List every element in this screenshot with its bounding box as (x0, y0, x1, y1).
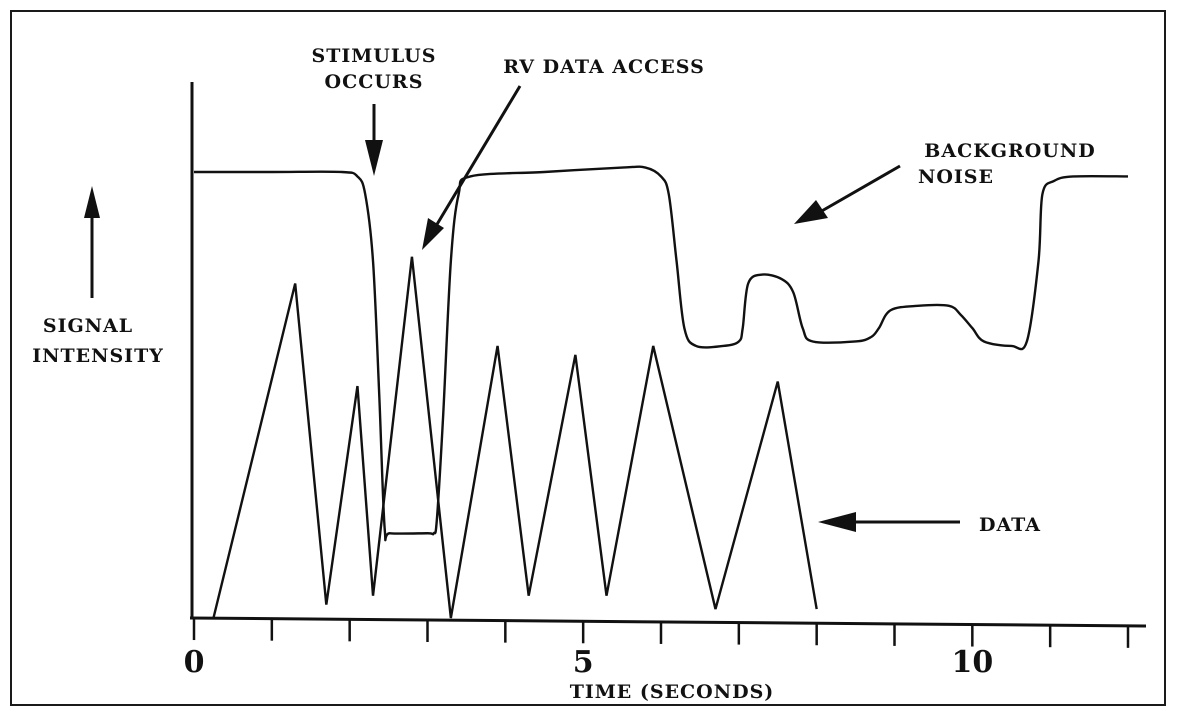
annotation-noise-arrow-head (794, 200, 828, 224)
y-axis-label-line2: INTENSITY (32, 345, 164, 367)
annotation-stimulus-line1: STIMULUS (312, 45, 437, 67)
x-ticks (192, 618, 1130, 648)
annotation-data: DATA (979, 514, 1041, 536)
x-tick-labels: 0 5 10 (184, 645, 994, 680)
annotation-data-arrow-head (818, 512, 856, 532)
annotation-noise-arrow (819, 164, 901, 214)
y-axis-label-line1: SIGNAL (43, 315, 133, 337)
annotation-rv-arrow (434, 85, 522, 227)
x-tick-label-2: 10 (951, 645, 993, 680)
annotation-background-line1: BACKGROUND (924, 140, 1095, 162)
series-data-line (212, 256, 818, 619)
x-axis-label: TIME (SECONDS) (570, 681, 775, 703)
annotation-stimulus-arrow-head (365, 140, 383, 176)
x-tick-label-0: 0 (184, 645, 205, 680)
annotation-rv-arrow-head (422, 218, 444, 250)
chart-frame (10, 10, 1166, 706)
annotation-stimulus-line2: OCCURS (325, 71, 424, 93)
x-tick-label-1: 5 (573, 645, 594, 680)
x-axis (189, 616, 1147, 628)
annotation-rv-data-access: RV DATA ACCESS (503, 56, 705, 78)
annotation-background-line2: NOISE (918, 166, 994, 188)
y-axis-up-arrow-head (84, 186, 100, 218)
series-background-noise-line (193, 165, 1129, 542)
